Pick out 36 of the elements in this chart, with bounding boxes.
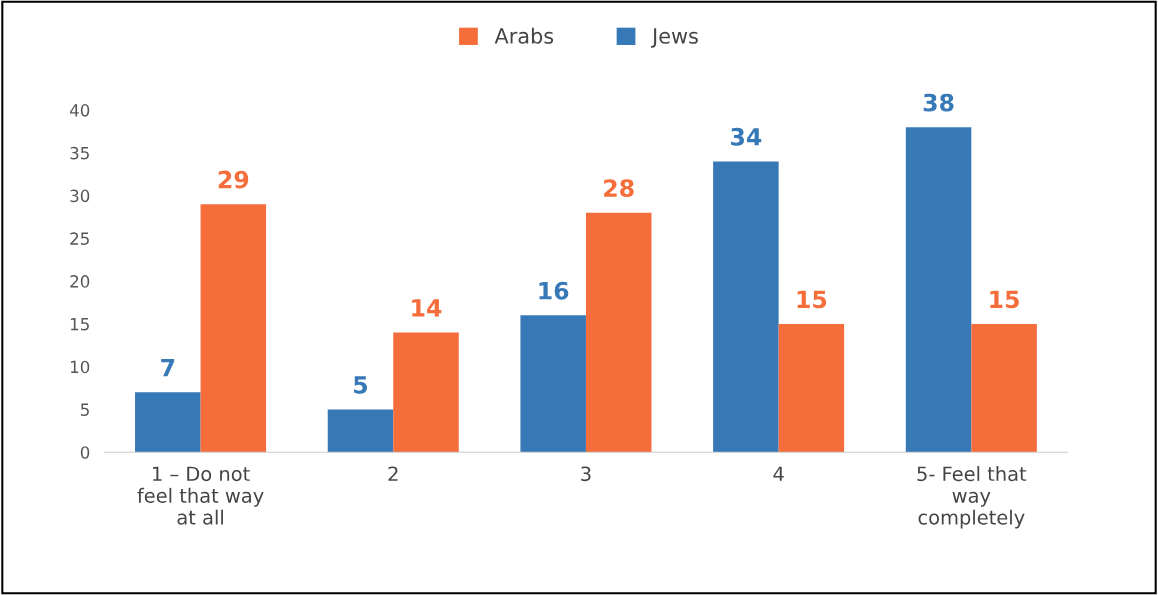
legend-label: Arabs	[494, 27, 554, 44]
bar	[585, 212, 652, 453]
y-tick-label: 40	[69, 104, 90, 117]
data-label: 28	[604, 179, 634, 198]
y-tick-label: 30	[70, 189, 90, 203]
legend-label: Jews	[650, 28, 698, 48]
y-tick-label: 35	[70, 146, 89, 160]
data-label: 34	[731, 127, 762, 146]
data-label: 15	[990, 290, 1019, 309]
x-tick-label: 1 – Do not feel that way at all	[137, 466, 264, 525]
y-tick-label: 10	[70, 360, 90, 374]
data-label: 14	[412, 299, 442, 317]
y-tick-label: 25	[70, 232, 89, 245]
data-label: 15	[797, 290, 827, 309]
y-tick-label: 20	[70, 275, 90, 288]
bar	[971, 323, 1037, 453]
x-tick-label: 4	[773, 466, 784, 481]
bar	[713, 161, 779, 453]
bar	[327, 409, 394, 453]
bar	[200, 204, 267, 453]
bar	[778, 323, 845, 453]
y-tick-label: 15	[70, 318, 89, 331]
x-tick-label: 5- Feel that way completely	[917, 466, 1027, 529]
x-tick-label: 2	[388, 466, 398, 481]
bar	[520, 315, 586, 453]
bar	[135, 392, 201, 453]
data-label: 29	[218, 170, 249, 189]
bar	[393, 332, 459, 453]
bar	[905, 127, 972, 453]
y-tick-label: 0	[80, 446, 90, 459]
data-label: 16	[539, 281, 569, 300]
x-tick-label: 3	[581, 466, 591, 482]
y-tick-label: 5	[81, 403, 89, 416]
data-label: 7	[161, 359, 175, 377]
data-label: 5	[354, 376, 368, 394]
data-label: 38	[923, 93, 954, 112]
